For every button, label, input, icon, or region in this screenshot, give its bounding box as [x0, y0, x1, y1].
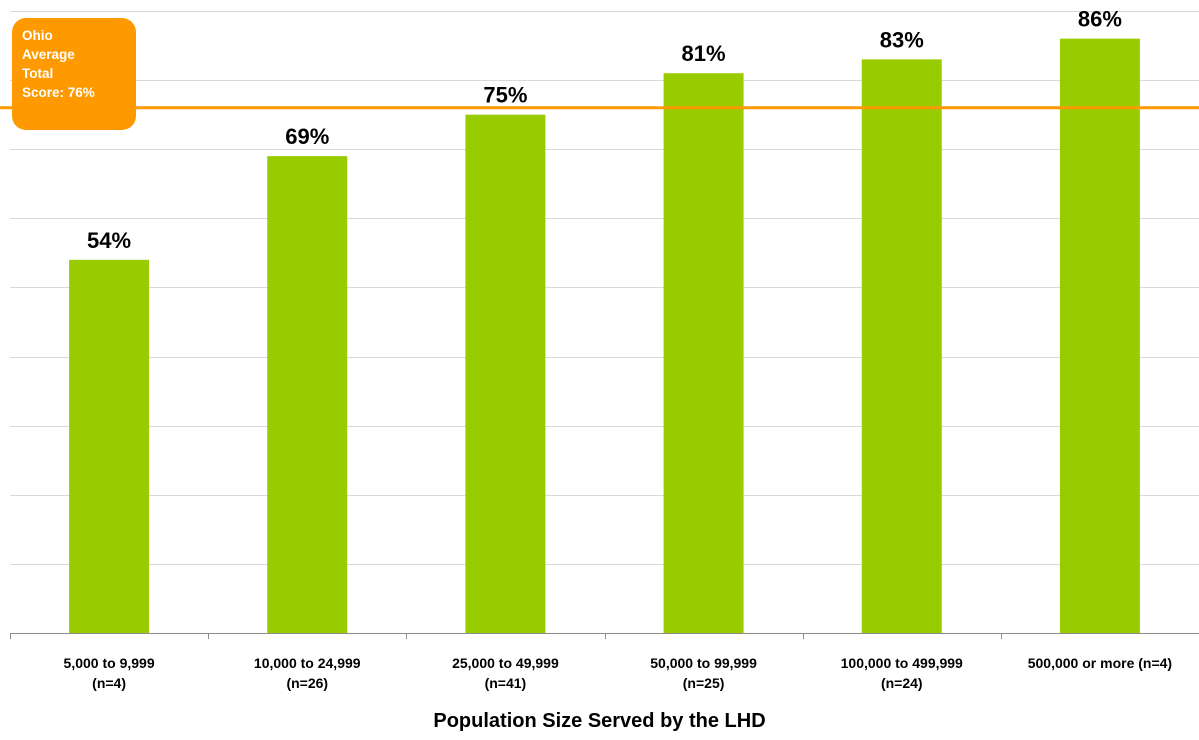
bar — [465, 114, 546, 633]
category-label: 500,000 or more (n=4) — [1028, 655, 1172, 671]
data-label: 54% — [87, 228, 131, 253]
data-label: 86% — [1078, 7, 1122, 32]
data-label: 75% — [483, 83, 527, 108]
x-axis-title: Population Size Served by the LHD — [433, 710, 766, 732]
category-label: 25,000 to 49,999 (n=41) — [452, 655, 559, 691]
category-label: 5,000 to 9,999 (n=4) — [64, 655, 155, 691]
bar — [267, 156, 348, 633]
category-label: 10,000 to 24,999 (n=26) — [254, 655, 361, 691]
average-callout-label: Ohio Average Total Score: 76% — [22, 28, 95, 100]
bar — [1059, 38, 1140, 633]
data-label: 69% — [285, 124, 329, 149]
data-label: 81% — [682, 41, 726, 66]
category-label: 50,000 to 99,999 (n=25) — [650, 655, 757, 691]
bar — [663, 73, 744, 633]
bar — [69, 259, 150, 633]
average-callout: Ohio Average Total Score: 76% — [12, 18, 136, 130]
bar — [861, 59, 942, 633]
data-label: 83% — [880, 27, 924, 52]
category-label: 100,000 to 499,999 (n=24) — [841, 655, 963, 691]
